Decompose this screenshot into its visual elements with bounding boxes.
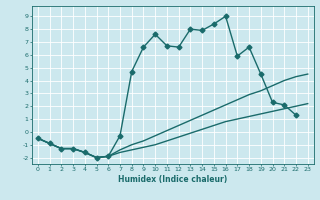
X-axis label: Humidex (Indice chaleur): Humidex (Indice chaleur) bbox=[118, 175, 228, 184]
